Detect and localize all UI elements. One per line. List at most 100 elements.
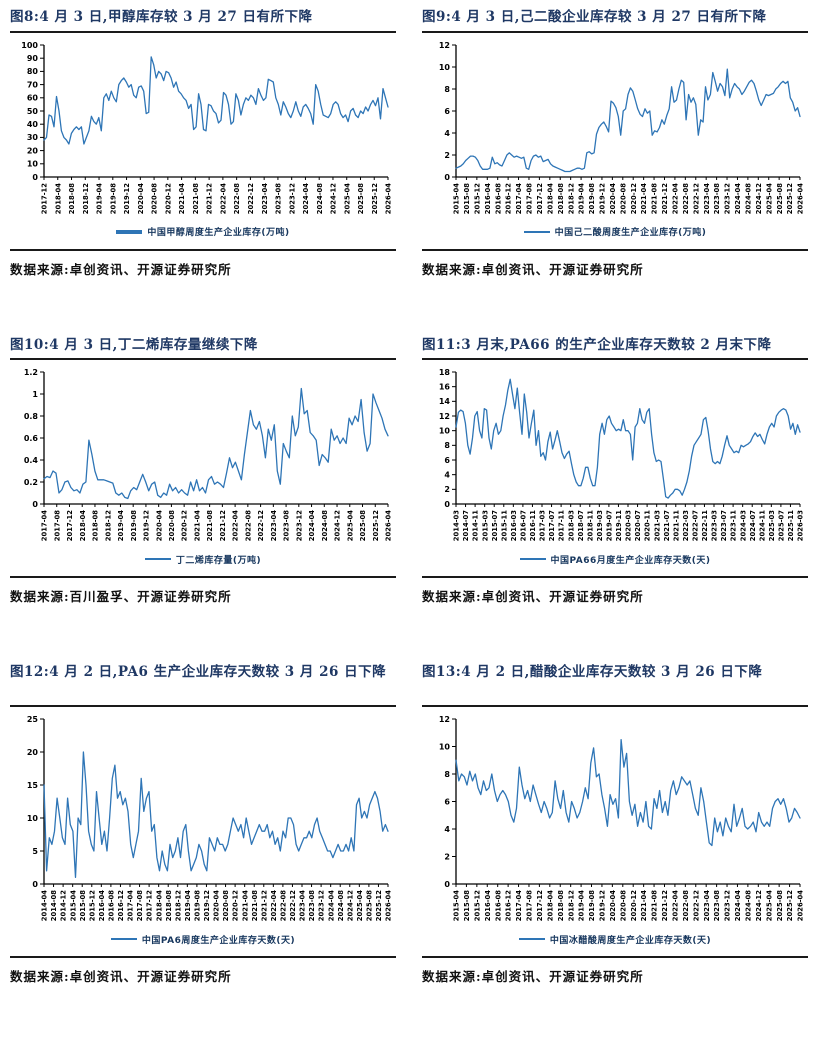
svg-text:2023-04: 2023-04 [261, 182, 269, 213]
figure-10-data-source: 数据来源:百川盈孚、开源证券研究所 [10, 576, 396, 605]
svg-text:2014-03: 2014-03 [453, 510, 461, 541]
svg-text:2019-07: 2019-07 [605, 510, 613, 541]
svg-text:2023-03: 2023-03 [711, 510, 719, 541]
svg-text:2019-12: 2019-12 [123, 182, 131, 213]
svg-text:2020-08: 2020-08 [222, 890, 230, 921]
figure-12-legend: 中国PA6周度生产企业库存天数(天) [10, 932, 396, 946]
svg-text:60: 60 [27, 93, 39, 102]
svg-text:2023-08: 2023-08 [275, 182, 283, 213]
svg-text:2020-07: 2020-07 [634, 510, 642, 541]
svg-text:1.2: 1.2 [24, 368, 38, 377]
svg-text:2023-12: 2023-12 [295, 510, 303, 541]
svg-text:2021-08: 2021-08 [251, 890, 259, 921]
svg-text:2024-04: 2024-04 [302, 182, 310, 213]
svg-text:2016-12: 2016-12 [505, 890, 513, 921]
svg-text:2025-04: 2025-04 [346, 510, 354, 541]
svg-text:2022-04: 2022-04 [232, 510, 240, 541]
svg-text:30: 30 [27, 133, 39, 142]
svg-text:12: 12 [439, 412, 450, 421]
svg-text:2018-11: 2018-11 [586, 510, 594, 541]
svg-text:2025-12: 2025-12 [375, 890, 383, 921]
svg-text:2022-04: 2022-04 [219, 182, 227, 213]
svg-text:2020-04: 2020-04 [609, 182, 617, 213]
figure-8-panel: 图8:4 月 3 日,甲醇库存较 3 月 27 日有所下降 0 10 20 30 40 5… [10, 8, 396, 278]
svg-text:2020-12: 2020-12 [630, 890, 638, 921]
svg-text:2018-08: 2018-08 [557, 890, 565, 921]
svg-text:2022-04: 2022-04 [672, 182, 680, 213]
svg-text:0: 0 [444, 172, 450, 181]
svg-text:2021-04: 2021-04 [193, 510, 201, 541]
svg-text:2019-04: 2019-04 [578, 182, 586, 213]
svg-text:2021-11: 2021-11 [672, 510, 680, 541]
svg-text:2025-03: 2025-03 [768, 510, 776, 541]
svg-text:2019-08: 2019-08 [130, 510, 138, 541]
svg-text:2015-12: 2015-12 [473, 890, 481, 921]
svg-text:2021-12: 2021-12 [661, 182, 669, 213]
svg-text:2024-12: 2024-12 [330, 182, 338, 213]
svg-text:2023-08: 2023-08 [283, 510, 291, 541]
figure-13-data-source: 数据来源:卓创资讯、开源证券研究所 [422, 956, 808, 985]
svg-text:2021-04: 2021-04 [178, 182, 186, 213]
svg-text:2024-04: 2024-04 [734, 182, 742, 213]
svg-text:2016-11: 2016-11 [529, 510, 537, 541]
svg-text:2016-07: 2016-07 [519, 510, 527, 541]
svg-text:2015-12: 2015-12 [88, 890, 96, 921]
svg-text:2023-12: 2023-12 [724, 890, 732, 921]
figure-11-title: 图11:3 月末,PA66 的生产企业库存天数较 2 月末下降 [422, 336, 808, 361]
svg-text:2024-08: 2024-08 [316, 182, 324, 213]
svg-text:2022-12: 2022-12 [257, 510, 265, 541]
svg-text:25: 25 [27, 715, 39, 724]
svg-text:2023-04: 2023-04 [299, 890, 307, 921]
svg-text:2021-04: 2021-04 [640, 182, 648, 213]
svg-text:2023-04: 2023-04 [703, 890, 711, 921]
svg-text:2022-12: 2022-12 [289, 890, 297, 921]
figure-13-title: 图13:4 月 2 日,醋酸企业库存天数较 3 月 26 日下降 [422, 663, 808, 708]
figure-8-title: 图8:4 月 3 日,甲醇库存较 3 月 27 日有所下降 [10, 8, 396, 33]
svg-text:2020-04: 2020-04 [155, 510, 163, 541]
svg-text:2021-12: 2021-12 [206, 182, 214, 213]
svg-text:2017-08: 2017-08 [136, 890, 144, 921]
svg-text:8: 8 [444, 84, 450, 93]
svg-text:2017-04: 2017-04 [515, 890, 523, 921]
svg-text:2018-12: 2018-12 [82, 182, 90, 213]
svg-text:2022-08: 2022-08 [279, 890, 287, 921]
svg-text:2014-04: 2014-04 [41, 890, 49, 921]
svg-text:2021-12: 2021-12 [661, 890, 669, 921]
svg-text:2025-08: 2025-08 [357, 182, 365, 213]
figure-9-panel: 图9:4 月 3 日,己二酸企业库存较 3 月 27 日有所下降 0 2 4 6 8 10… [422, 8, 808, 278]
svg-text:2020-12: 2020-12 [181, 510, 189, 541]
svg-text:2026-03: 2026-03 [797, 510, 805, 541]
svg-text:2022-04: 2022-04 [672, 890, 680, 921]
svg-text:20: 20 [27, 748, 39, 757]
svg-text:4: 4 [444, 471, 450, 480]
svg-text:2020-12: 2020-12 [164, 182, 172, 213]
legend-label: 中国冰醋酸周度生产企业库存天数(天) [549, 935, 712, 946]
svg-text:2021-12: 2021-12 [260, 890, 268, 921]
figure-12-chart: 0 5 10 15 20 25 2014-04 2014-08 2014-12 2015-04 20… [10, 713, 396, 930]
svg-text:2019-12: 2019-12 [203, 890, 211, 921]
svg-text:2021-04: 2021-04 [640, 890, 648, 921]
svg-text:0: 0 [32, 880, 38, 889]
svg-text:2024-12: 2024-12 [334, 510, 342, 541]
svg-text:2018-08: 2018-08 [92, 510, 100, 541]
svg-text:100: 100 [21, 40, 38, 49]
figure-13-legend: 中国冰醋酸周度生产企业库存天数(天) [422, 932, 808, 946]
svg-text:5: 5 [32, 847, 38, 856]
svg-text:10: 10 [27, 814, 39, 823]
svg-text:2025-11: 2025-11 [787, 510, 795, 541]
svg-text:2022-08: 2022-08 [682, 182, 690, 213]
svg-text:2025-12: 2025-12 [372, 510, 380, 541]
svg-text:2017-03: 2017-03 [539, 510, 547, 541]
svg-text:2023-12: 2023-12 [318, 890, 326, 921]
svg-text:2022-04: 2022-04 [270, 890, 278, 921]
svg-text:2020-04: 2020-04 [137, 182, 145, 213]
svg-text:2024-11: 2024-11 [758, 510, 766, 541]
svg-text:0.2: 0.2 [24, 478, 38, 487]
svg-text:6: 6 [444, 456, 450, 465]
figure-8-chart: 0 10 20 30 40 50 60 70 80 90 100 2017-12 2018-04 2018… [10, 39, 396, 223]
svg-text:2025-04: 2025-04 [343, 182, 351, 213]
figure-10-legend: 丁二烯库存量(万吨) [10, 552, 396, 566]
svg-text:2017-11: 2017-11 [558, 510, 566, 541]
svg-text:2020-04: 2020-04 [609, 890, 617, 921]
svg-text:16: 16 [439, 383, 451, 392]
